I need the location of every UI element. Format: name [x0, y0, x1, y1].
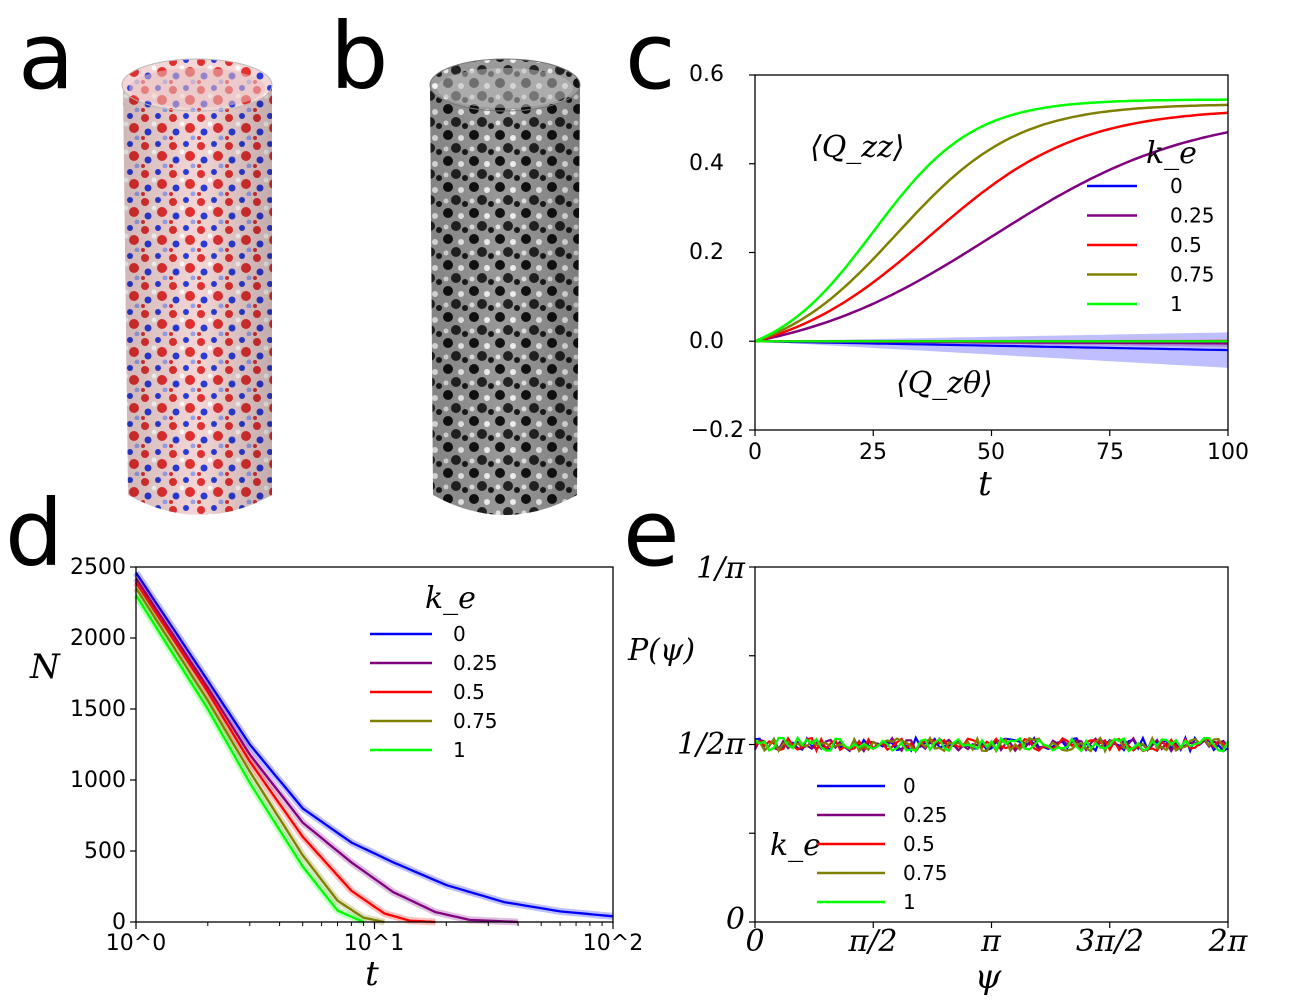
e-legend-title: k_e	[770, 828, 821, 863]
e-legend-label-0.75: 0.75	[903, 861, 948, 885]
c-qzz-line-0.25	[754, 130, 1229, 343]
e-line-1	[754, 735, 1229, 753]
c-qzz-line-0.5	[754, 111, 1229, 343]
d-xtick-label: 10^1	[344, 931, 404, 956]
panel-letter-b: b	[330, 3, 388, 110]
c-ytick-label: 0.6	[689, 62, 724, 87]
d-line-1	[135, 594, 365, 924]
d-line-0.5	[135, 581, 436, 924]
c-xtick-label: 100	[1207, 440, 1249, 465]
e-ylabel: P(ψ)	[627, 633, 695, 668]
c-annotation-qzz: ⟨Q_zz⟩	[810, 130, 905, 165]
c-qzz-line-1	[754, 98, 1228, 343]
d-legend: 0 0.25 0.5 0.75 1	[370, 622, 498, 762]
d-line-0.25	[135, 577, 519, 924]
e-xtick-label: 0	[745, 924, 764, 959]
c-xlabel: t	[978, 464, 992, 504]
d-legend-label-1: 1	[453, 738, 466, 762]
e-xtick-label: 3π/2	[1076, 924, 1144, 959]
c-legend: 0 0.25 0.5 0.75 1	[1087, 174, 1215, 316]
c-ytick-label: 0.2	[689, 240, 724, 265]
c-xtick-label: 0	[748, 440, 762, 465]
panel-letter-c: c	[625, 3, 676, 110]
chart-d-frame	[135, 566, 614, 923]
d-ytick-label: 1500	[70, 697, 126, 722]
e-legend: 0 0.25 0.5 0.75 1	[817, 774, 948, 914]
e-legend-label-0.25: 0.25	[903, 803, 948, 827]
e-ytick-label: 1/2π	[677, 727, 746, 762]
chart-c: 0.6 0.4 0.2 0.0 −0.2 0 25 50 75 100 t ⟨Q…	[689, 62, 1249, 504]
c-ytick-label: −0.2	[691, 418, 744, 443]
cylinder-b	[429, 58, 581, 515]
c-xtick-label: 25	[859, 440, 887, 465]
d-legend-label-0: 0	[453, 622, 466, 646]
d-legend-label-0.5: 0.5	[453, 680, 485, 704]
c-legend-label-0.75: 0.75	[1170, 263, 1215, 287]
e-xtick-label: π/2	[848, 924, 898, 959]
c-ytick-label: 0.4	[689, 151, 724, 176]
d-legend-title: k_e	[425, 581, 476, 616]
c-annotation-qzt: ⟨Q_zθ⟩	[896, 366, 993, 401]
c-legend-label-0: 0	[1170, 174, 1183, 198]
c-qzt-band-0	[755, 332, 1228, 368]
d-xlabel: t	[365, 954, 379, 994]
c-legend-title: k_e	[1146, 136, 1197, 171]
d-legend-label-0.75: 0.75	[453, 709, 498, 733]
c-qzz-line-0.75	[754, 103, 1229, 343]
e-ytick-label: 0	[726, 902, 745, 937]
d-ytick-label: 2000	[70, 626, 126, 651]
cylinder-a	[121, 58, 273, 515]
e-xtick-label: 2π	[1208, 924, 1249, 959]
chart-e: 0 1/2π 1/π 0 π/2 π 3π/2 2π ψ P(ψ) k_e 00…	[627, 551, 1249, 997]
c-legend-label-1: 1	[1170, 292, 1183, 316]
d-ytick-label: 500	[84, 839, 126, 864]
c-legend-label-0.5: 0.5	[1170, 233, 1202, 257]
e-legend-label-0.5: 0.5	[903, 832, 935, 856]
d-ytick-label: 0	[112, 910, 126, 935]
d-band-0	[133, 570, 614, 920]
d-ytick-label: 1000	[70, 768, 126, 793]
d-legend-label-0.25: 0.25	[453, 651, 498, 675]
c-xtick-label: 50	[977, 440, 1005, 465]
c-qzt-line-0	[754, 340, 1229, 352]
c-xtick-label: 75	[1096, 440, 1124, 465]
panel-letter-d: d	[5, 480, 63, 587]
e-legend-label-1: 1	[903, 890, 916, 914]
e-xtick-label: π	[980, 924, 1002, 959]
panel-letter-a: a	[18, 3, 74, 110]
chart-d: 0 500 1000 1500 2000 2500 10^0 10^1 10^2…	[29, 555, 643, 994]
c-ytick-label: 0.0	[689, 329, 724, 354]
panel-letter-e: e	[623, 480, 680, 587]
d-ylabel: N	[29, 647, 61, 687]
d-xtick-label: 10^0	[106, 931, 166, 956]
d-ytick-label: 2500	[70, 555, 126, 580]
e-xlabel: ψ	[975, 957, 1002, 997]
e-legend-label-0: 0	[903, 774, 916, 798]
d-line-0.75	[135, 587, 385, 924]
c-legend-label-0.25: 0.25	[1170, 204, 1215, 228]
e-ytick-label: 1/π	[696, 551, 746, 586]
d-xtick-label: 10^2	[583, 931, 643, 956]
d-line-0	[135, 572, 614, 918]
